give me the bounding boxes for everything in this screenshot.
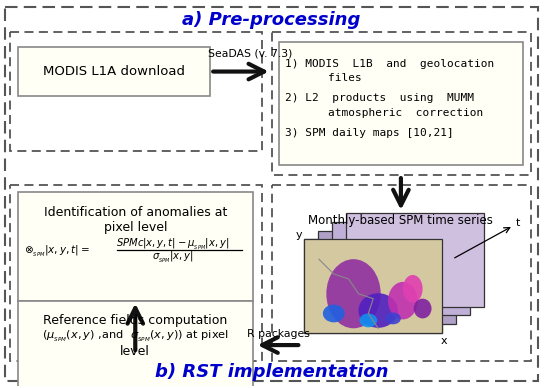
Text: Reference fields computation: Reference fields computation <box>43 314 227 327</box>
FancyBboxPatch shape <box>18 47 210 96</box>
Text: 2) L2  products  using  MUMM: 2) L2 products using MUMM <box>285 93 474 103</box>
Text: b) RST implementation: b) RST implementation <box>155 363 388 381</box>
Text: $SPMc|x,y,t|-\mu_{_{SPM}}|x,y|$: $SPMc|x,y,t|-\mu_{_{SPM}}|x,y|$ <box>116 237 229 252</box>
Polygon shape <box>345 213 484 307</box>
Ellipse shape <box>323 305 345 322</box>
Text: Identification of anomalies at: Identification of anomalies at <box>43 206 227 219</box>
Text: Monthly-based SPM time series: Monthly-based SPM time series <box>309 214 493 227</box>
Ellipse shape <box>414 299 432 319</box>
Text: y: y <box>296 230 303 241</box>
Ellipse shape <box>385 312 401 324</box>
Text: x: x <box>441 336 448 346</box>
Text: atmospheric  correction: atmospheric correction <box>301 108 483 118</box>
Text: $\sigma_{_{SPM}}|x,y|$: $\sigma_{_{SPM}}|x,y|$ <box>152 249 194 265</box>
Text: t: t <box>516 218 521 228</box>
Ellipse shape <box>388 282 417 319</box>
FancyBboxPatch shape <box>279 42 524 165</box>
Polygon shape <box>304 239 442 333</box>
FancyBboxPatch shape <box>18 192 253 301</box>
Text: pixel level: pixel level <box>103 221 167 234</box>
Polygon shape <box>318 230 456 324</box>
Ellipse shape <box>326 259 381 328</box>
Ellipse shape <box>403 275 422 303</box>
FancyBboxPatch shape <box>18 301 253 388</box>
Ellipse shape <box>359 293 398 328</box>
Ellipse shape <box>360 314 377 327</box>
Text: files: files <box>301 73 362 83</box>
Text: 3) SPM daily maps [10,21]: 3) SPM daily maps [10,21] <box>285 128 454 138</box>
Text: a) Pre-processing: a) Pre-processing <box>183 11 361 29</box>
Text: MODIS L1A download: MODIS L1A download <box>42 65 185 78</box>
Text: $\otimes_{_{SPM}}|x,y,t|=$: $\otimes_{_{SPM}}|x,y,t|=$ <box>24 244 89 259</box>
Text: R packages: R packages <box>247 329 310 339</box>
Text: ($\mu_{_{SPM}}(x,y)$ ,and  $\sigma_{_{SPM}}(x,y)$) at pixel: ($\mu_{_{SPM}}(x,y)$ ,and $\sigma_{_{SPM… <box>42 329 229 344</box>
Polygon shape <box>304 239 442 333</box>
Text: 1) MODIS  L1B  and  geolocation: 1) MODIS L1B and geolocation <box>285 59 494 69</box>
Text: SeaDAS (v. 7.3): SeaDAS (v. 7.3) <box>208 49 292 59</box>
Text: level: level <box>120 345 150 357</box>
Polygon shape <box>332 222 470 315</box>
